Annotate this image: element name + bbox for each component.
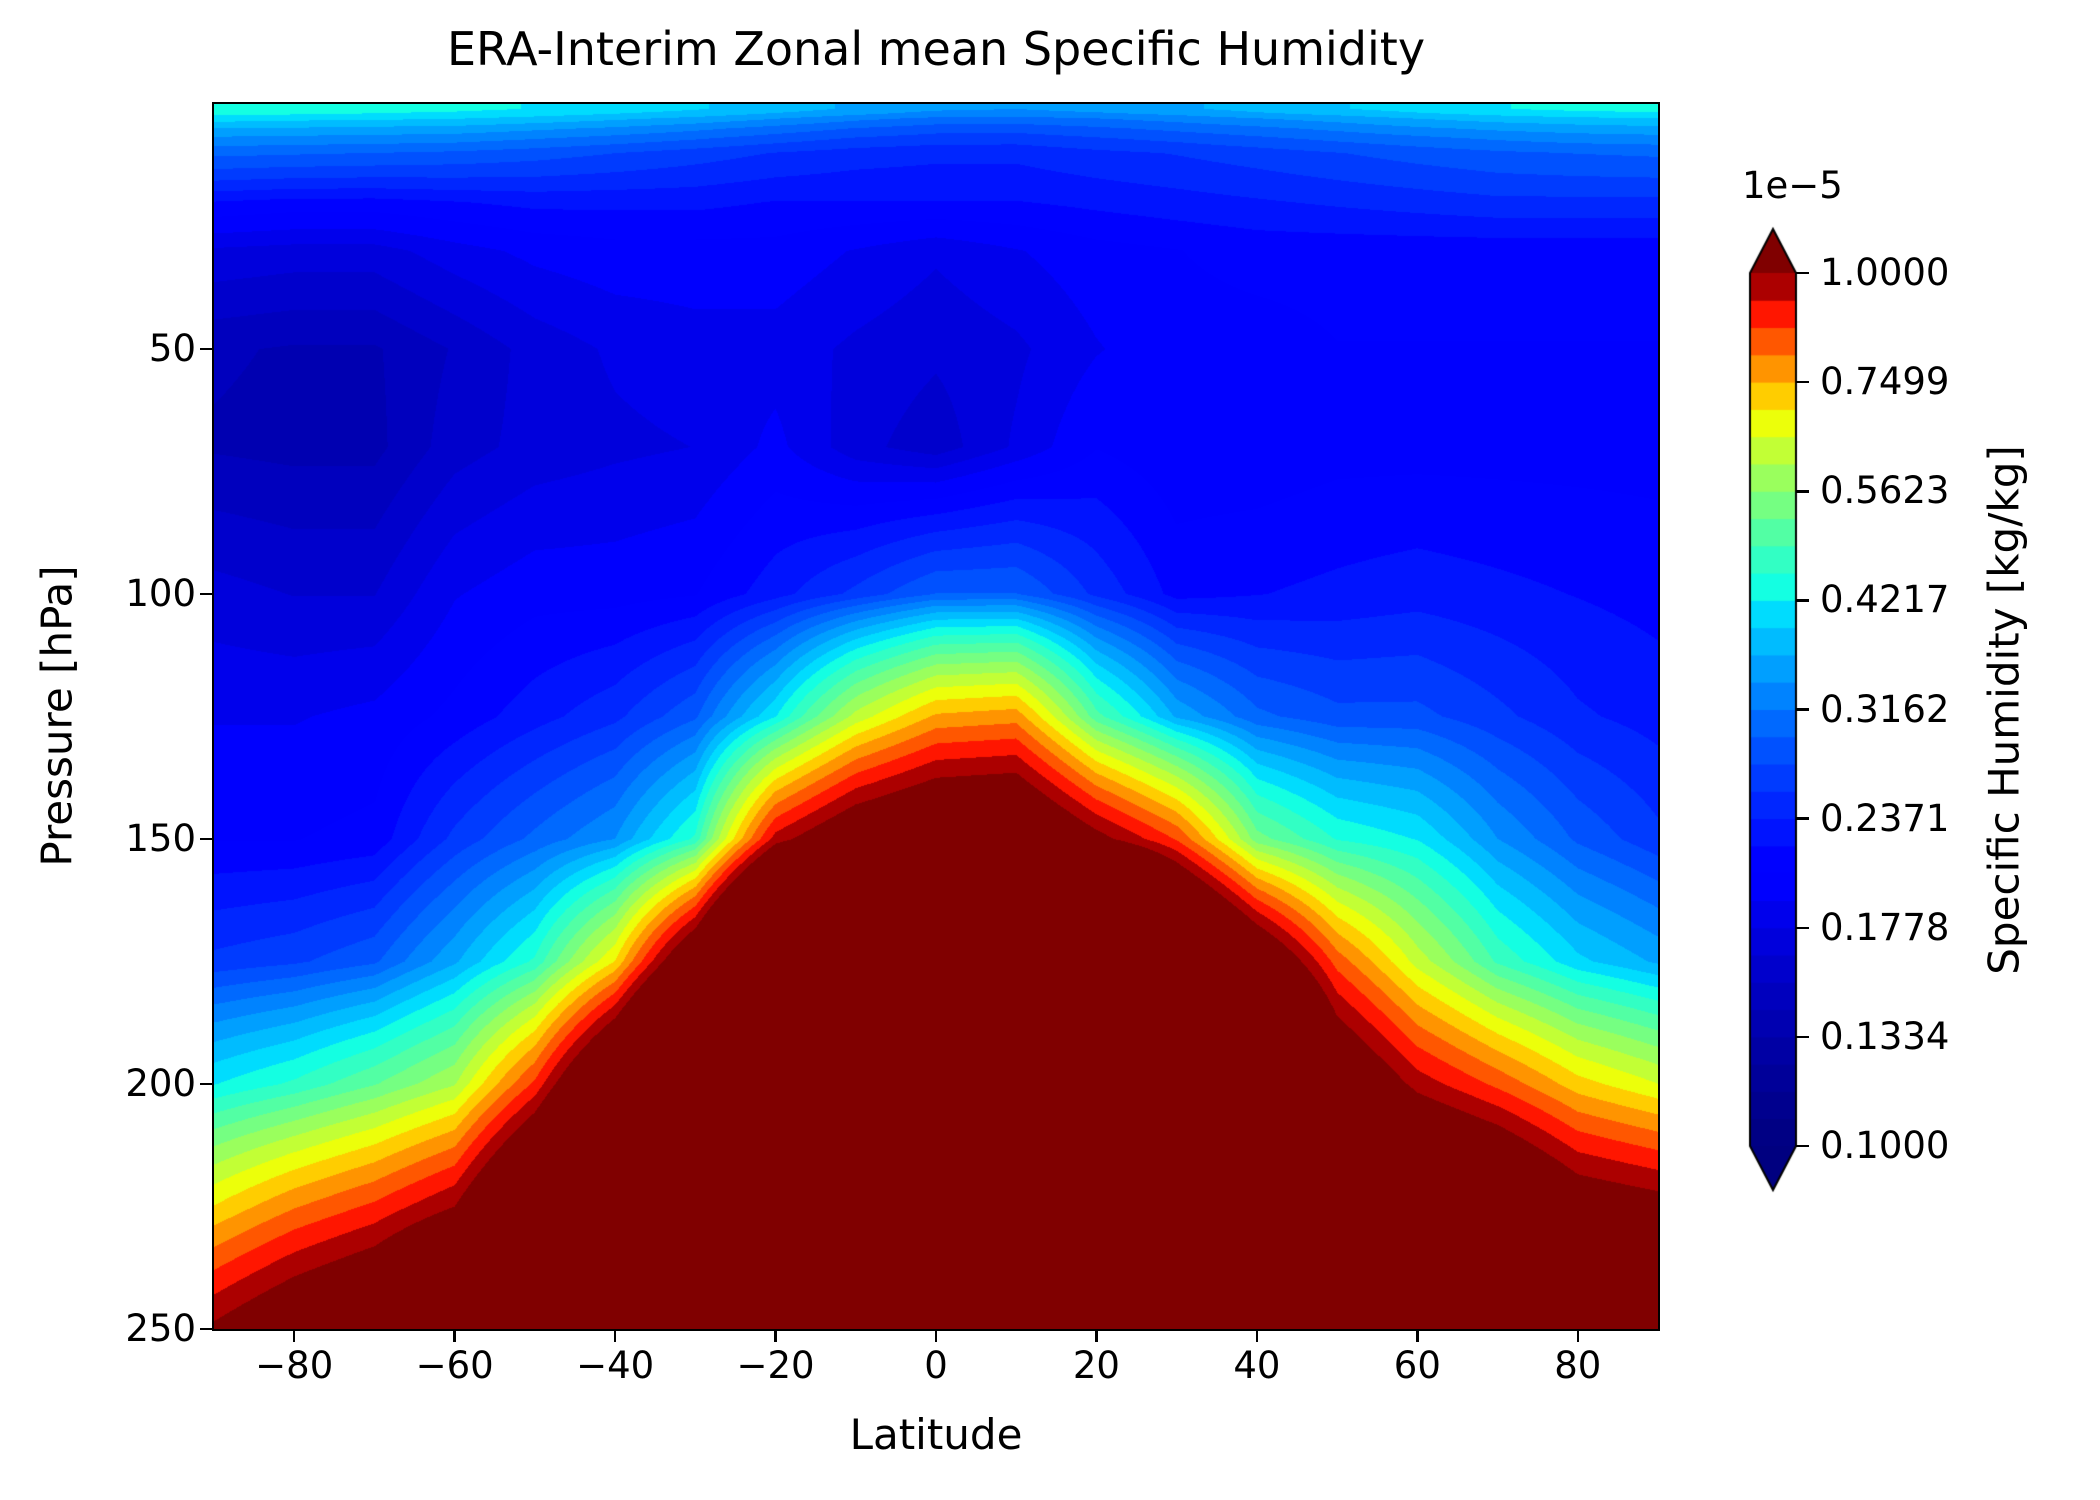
x-tick-label: 20 — [1072, 1344, 1120, 1387]
x-tick-mark — [774, 1329, 777, 1342]
y-tick-label: 250 — [125, 1307, 196, 1350]
x-tick-mark — [1255, 1329, 1259, 1342]
y-tick-mark — [200, 1327, 213, 1331]
colorbar-tick-mark — [1796, 1035, 1809, 1039]
colorbar-tick-label: 0.1778 — [1820, 905, 1950, 949]
x-tick-label: 40 — [1233, 1344, 1281, 1387]
x-tick-mark — [1576, 1329, 1580, 1342]
y-tick-mark — [200, 837, 213, 841]
y-tick-mark — [200, 592, 213, 596]
x-tick-mark — [292, 1329, 296, 1342]
x-tick-mark — [613, 1329, 617, 1342]
colorbar-axis-label: Specific Humidity [kg/kg] — [1979, 445, 2029, 975]
plot-axes-border — [211, 101, 1660, 1331]
x-tick-label: −20 — [736, 1344, 815, 1387]
contour-plot-canvas — [214, 104, 1658, 1329]
colorbar-tick-label: 0.1334 — [1820, 1014, 1950, 1058]
x-axis-label: Latitude — [849, 1410, 1023, 1459]
colorbar-tick-mark — [1796, 380, 1809, 384]
x-tick-label: −60 — [415, 1344, 494, 1387]
colorbar-tick-mark — [1796, 817, 1809, 820]
colorbar-tick-label: 0.2371 — [1820, 796, 1950, 840]
y-tick-mark — [200, 1082, 213, 1086]
colorbar-tick-label: 0.5623 — [1820, 469, 1950, 513]
y-tick-label: 100 — [125, 572, 196, 615]
colorbar-tick-mark — [1796, 599, 1809, 602]
x-tick-mark — [934, 1329, 938, 1342]
colorbar-tick-mark — [1796, 708, 1809, 711]
colorbar-tick-label: 1.0000 — [1820, 251, 1950, 294]
x-tick-label: −80 — [255, 1344, 334, 1387]
x-tick-label: −40 — [576, 1344, 655, 1387]
x-tick-label: 60 — [1393, 1344, 1441, 1387]
y-tick-mark — [200, 347, 213, 351]
colorbar-tick-label: 0.4217 — [1820, 578, 1950, 622]
colorbar-scale-label: 1e−5 — [1742, 164, 1843, 207]
y-tick-label: 150 — [125, 817, 196, 860]
colorbar-tick-label: 0.3162 — [1820, 687, 1950, 731]
colorbar-tick-label: 0.7499 — [1820, 360, 1950, 404]
x-tick-mark — [453, 1329, 456, 1342]
colorbar-tick-mark — [1796, 271, 1809, 275]
y-tick-label: 50 — [148, 327, 196, 370]
colorbar-tick-mark — [1796, 1144, 1809, 1148]
x-tick-label: 0 — [924, 1344, 948, 1387]
colorbar — [1745, 225, 1803, 1197]
x-tick-mark — [1095, 1329, 1098, 1342]
x-tick-label: 80 — [1554, 1344, 1602, 1387]
chart-title: ERA-Interim Zonal mean Specific Humidity — [446, 22, 1426, 76]
y-tick-label: 200 — [125, 1062, 196, 1105]
colorbar-tick-label: 0.1000 — [1820, 1124, 1950, 1167]
x-tick-mark — [1416, 1329, 1419, 1342]
colorbar-tick-mark — [1796, 490, 1809, 493]
colorbar-tick-mark — [1796, 926, 1809, 929]
